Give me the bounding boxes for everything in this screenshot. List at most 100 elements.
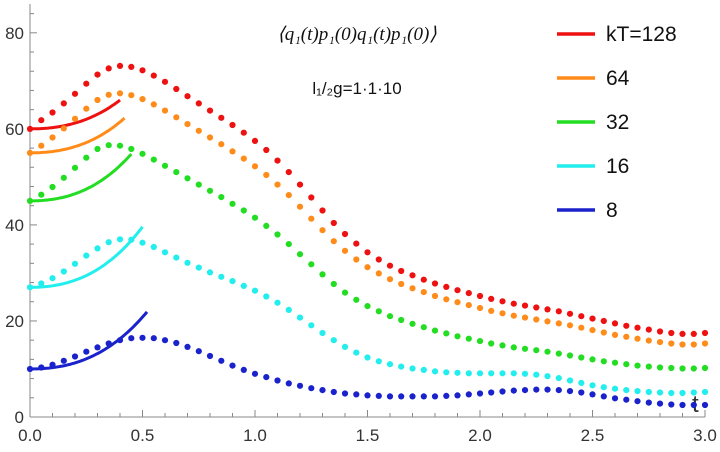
data-point bbox=[116, 142, 124, 149]
data-point bbox=[38, 142, 45, 149]
fit-curve bbox=[30, 117, 126, 155]
data-point bbox=[49, 183, 56, 191]
data-point bbox=[510, 344, 517, 351]
data-point bbox=[60, 100, 67, 107]
data-point bbox=[668, 401, 675, 408]
y-tick-label: 40 bbox=[5, 216, 24, 235]
data-point bbox=[386, 393, 394, 400]
data-point bbox=[690, 389, 697, 396]
data-point bbox=[679, 365, 686, 372]
data-point bbox=[701, 329, 709, 337]
data-point bbox=[195, 348, 202, 355]
data-point bbox=[566, 310, 574, 317]
data-point bbox=[443, 283, 450, 290]
data-point bbox=[38, 191, 45, 198]
data-point bbox=[240, 129, 247, 136]
data-point bbox=[49, 275, 56, 282]
y-tick-label: 20 bbox=[5, 312, 24, 331]
data-point bbox=[634, 362, 641, 369]
data-point bbox=[296, 181, 304, 188]
data-point bbox=[499, 342, 506, 349]
data-point bbox=[353, 296, 360, 303]
data-point bbox=[465, 290, 472, 297]
data-point bbox=[566, 352, 574, 359]
data-point bbox=[600, 358, 607, 365]
data-point bbox=[398, 316, 405, 324]
data-point bbox=[319, 207, 326, 214]
data-point bbox=[679, 389, 686, 397]
data-point bbox=[454, 299, 461, 306]
data-point bbox=[341, 247, 349, 254]
data-point bbox=[420, 289, 427, 296]
data-point bbox=[206, 107, 214, 114]
y-tick-label: 80 bbox=[5, 24, 24, 43]
data-point bbox=[566, 388, 574, 395]
data-point bbox=[49, 361, 56, 368]
data-point bbox=[656, 400, 664, 407]
data-point bbox=[679, 341, 686, 348]
data-point bbox=[634, 324, 641, 331]
data-point bbox=[105, 340, 112, 347]
data-point bbox=[94, 96, 101, 104]
data-point bbox=[623, 361, 630, 368]
data-point bbox=[690, 330, 697, 337]
data-point bbox=[420, 276, 427, 283]
data-point bbox=[285, 306, 292, 313]
data-point bbox=[656, 339, 664, 346]
data-point bbox=[195, 100, 202, 107]
data-point bbox=[656, 364, 664, 371]
data-point bbox=[139, 67, 146, 74]
data-point bbox=[645, 326, 652, 333]
data-point bbox=[656, 389, 664, 396]
data-point bbox=[454, 287, 461, 294]
series-32 bbox=[26, 142, 709, 372]
data-point bbox=[94, 145, 101, 153]
data-point bbox=[465, 335, 472, 342]
data-point bbox=[83, 105, 90, 112]
data-point bbox=[600, 329, 607, 336]
data-point bbox=[589, 382, 596, 389]
data-point bbox=[251, 287, 259, 294]
data-point bbox=[544, 373, 551, 380]
data-point bbox=[443, 330, 450, 337]
data-point bbox=[431, 292, 439, 300]
data-point bbox=[364, 249, 371, 256]
data-point bbox=[645, 399, 652, 406]
data-point bbox=[161, 107, 169, 114]
data-point bbox=[443, 392, 450, 399]
data-point bbox=[668, 389, 675, 397]
data-point bbox=[499, 310, 506, 317]
data-point bbox=[128, 145, 135, 153]
data-point bbox=[94, 71, 101, 78]
data-point bbox=[184, 343, 191, 350]
fit-curve bbox=[30, 98, 121, 131]
data-point bbox=[83, 154, 90, 161]
data-point bbox=[296, 382, 304, 389]
legend: kT=128 64 32 16 8 bbox=[557, 23, 677, 222]
series-kT-128 bbox=[26, 62, 709, 337]
data-point bbox=[656, 328, 664, 335]
legend-label: 8 bbox=[606, 199, 618, 222]
data-point bbox=[454, 392, 461, 399]
y-tick-label: 0 bbox=[15, 408, 24, 427]
data-point bbox=[218, 141, 225, 148]
data-point bbox=[454, 333, 461, 340]
data-point bbox=[521, 370, 529, 377]
legend-label: 32 bbox=[606, 111, 629, 134]
data-point bbox=[26, 125, 34, 132]
data-point bbox=[476, 370, 484, 377]
data-point bbox=[218, 357, 225, 364]
data-point bbox=[701, 364, 709, 372]
data-point bbox=[578, 354, 585, 361]
data-point bbox=[139, 334, 146, 341]
data-point bbox=[701, 401, 709, 409]
data-point bbox=[578, 379, 585, 386]
data-point bbox=[184, 175, 191, 182]
data-point bbox=[398, 393, 405, 400]
data-point bbox=[364, 264, 371, 271]
data-point bbox=[296, 314, 304, 321]
data-point bbox=[409, 272, 416, 279]
data-point bbox=[521, 314, 529, 321]
data-point bbox=[555, 375, 562, 382]
